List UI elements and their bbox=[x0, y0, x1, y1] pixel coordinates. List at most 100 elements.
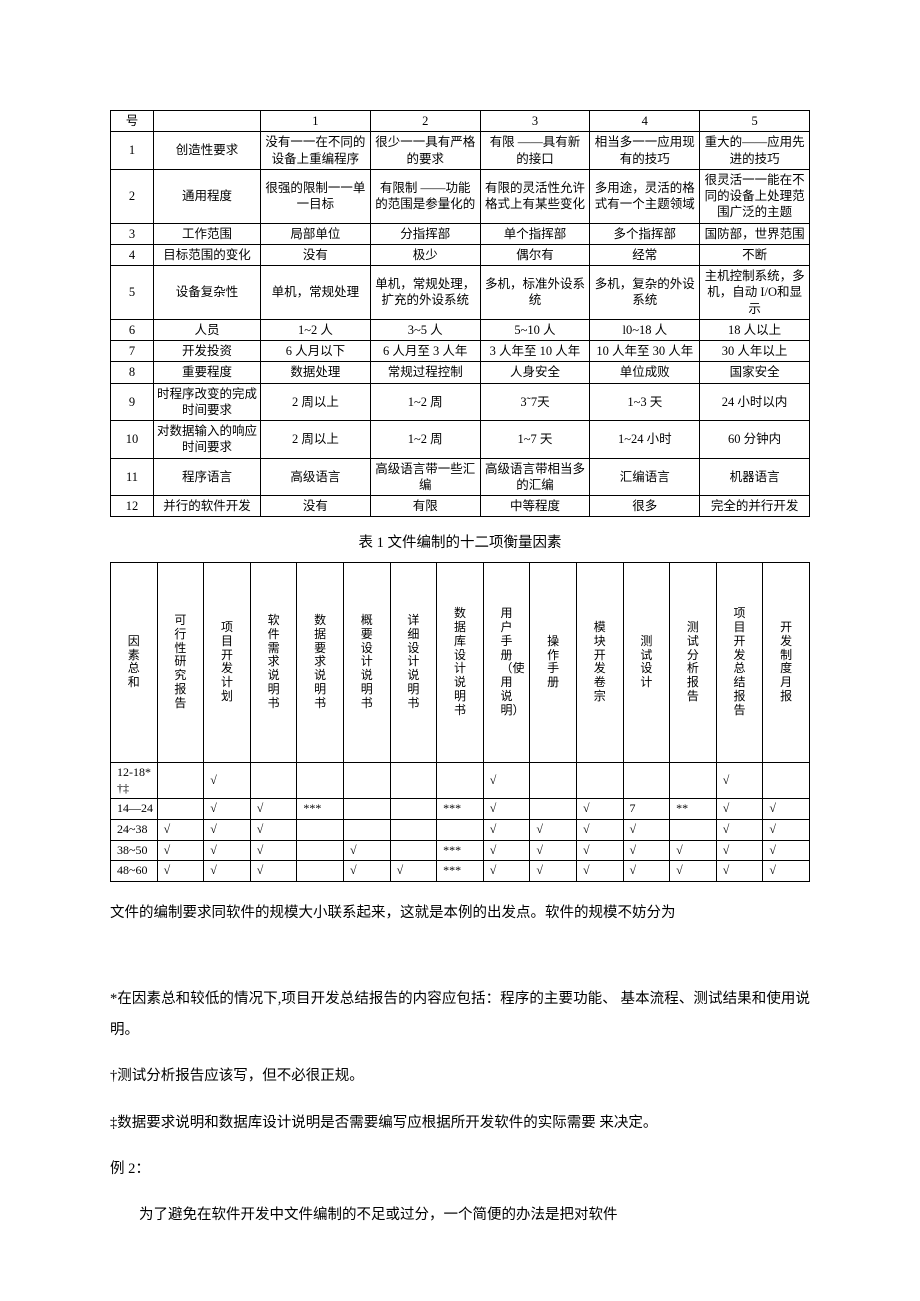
table-header-row: 号 1 2 3 4 5 bbox=[111, 111, 810, 132]
cell: 12 bbox=[111, 496, 154, 517]
cell bbox=[343, 763, 390, 799]
cell: √ bbox=[343, 861, 390, 882]
cell: √ bbox=[390, 861, 437, 882]
cell: √ bbox=[716, 840, 763, 861]
cell: √ bbox=[763, 820, 810, 841]
cell: √ bbox=[716, 799, 763, 820]
cell: 很灵活一一能在不同的设备上处理范围广泛的主题 bbox=[700, 169, 810, 223]
cell: 单位成败 bbox=[590, 362, 700, 383]
cell bbox=[390, 840, 437, 861]
cell: 没有一一在不同的设备上重编程序 bbox=[261, 132, 371, 170]
cell: 有限的灵活性允许格式上有某些变化 bbox=[480, 169, 590, 223]
cell: 对数据输入的响应时间要求 bbox=[154, 421, 261, 459]
h-4: 3 bbox=[480, 111, 590, 132]
cell: √ bbox=[763, 861, 810, 882]
cell: 48~60 bbox=[111, 861, 158, 882]
cell: 重大的——应用先进的技巧 bbox=[700, 132, 810, 170]
cell: l0~18 人 bbox=[590, 319, 700, 340]
cell: 6 bbox=[111, 319, 154, 340]
col-header: 模块开发卷宗 bbox=[576, 563, 623, 763]
cell: 多个指挥部 bbox=[590, 223, 700, 244]
col-header: 开发制度月报 bbox=[763, 563, 810, 763]
cell: 高级语言带相当多的汇编 bbox=[480, 458, 590, 496]
cell: 局部单位 bbox=[261, 223, 371, 244]
cell bbox=[530, 763, 577, 799]
cell: 4 bbox=[111, 244, 154, 265]
table-row: 24~38√√√√√√√√√ bbox=[111, 820, 810, 841]
cell: √ bbox=[623, 840, 670, 861]
cell: 3 bbox=[111, 223, 154, 244]
col-header: 测试设计 bbox=[623, 563, 670, 763]
cell: 国防部，世界范围 bbox=[700, 223, 810, 244]
table-row: 4目标范围的变化没有极少偶尔有经常不断 bbox=[111, 244, 810, 265]
cell: √ bbox=[157, 861, 204, 882]
col-header: 测试分析报告 bbox=[670, 563, 717, 763]
cell: √ bbox=[530, 840, 577, 861]
cell: 3~5 人 bbox=[370, 319, 480, 340]
table-row: 7开发投资6 人月以下6 人月至 3 人年3 人年至 10 人年10 人年至 3… bbox=[111, 341, 810, 362]
cell: 创造性要求 bbox=[154, 132, 261, 170]
table1-caption: 表 1 文件编制的十二项衡量因素 bbox=[110, 531, 810, 552]
cell: 分指挥部 bbox=[370, 223, 480, 244]
cell: 1~3 天 bbox=[590, 383, 700, 421]
cell bbox=[297, 861, 344, 882]
cell: 工作范围 bbox=[154, 223, 261, 244]
cell: 1 bbox=[111, 132, 154, 170]
cell: 国家安全 bbox=[700, 362, 810, 383]
cell: 数据处理 bbox=[261, 362, 371, 383]
paragraph-6: 为了避免在软件开发中文件编制的不足或过分，一个简便的办法是把对软件 bbox=[110, 1200, 810, 1230]
cell: √ bbox=[483, 861, 530, 882]
table-documents: 因素总和可行性研究报告项目开发计划软件需求说明书数据要求说明书概要设计说明书详细… bbox=[110, 562, 810, 882]
cell bbox=[390, 763, 437, 799]
h-6: 5 bbox=[700, 111, 810, 132]
paragraph-5: 例 2： bbox=[110, 1154, 810, 1184]
cell: 60 分钟内 bbox=[700, 421, 810, 459]
cell: √ bbox=[763, 799, 810, 820]
cell: √ bbox=[483, 799, 530, 820]
cell: 相当多一一应用现有的技巧 bbox=[590, 132, 700, 170]
cell bbox=[670, 820, 717, 841]
cell bbox=[297, 840, 344, 861]
cell: 没有 bbox=[261, 496, 371, 517]
cell: 目标范围的变化 bbox=[154, 244, 261, 265]
cell: √ bbox=[204, 861, 251, 882]
cell bbox=[670, 763, 717, 799]
table-row: 5设备复杂性单机，常规处理单机，常规处理，扩充的外设系统多机，标准外设系统多机，… bbox=[111, 266, 810, 320]
cell: ** bbox=[670, 799, 717, 820]
cell: √ bbox=[716, 763, 763, 799]
cell: 中等程度 bbox=[480, 496, 590, 517]
cell: 人身安全 bbox=[480, 362, 590, 383]
col-header: 用户手册（使用说明） bbox=[483, 563, 530, 763]
cell: 6 人月以下 bbox=[261, 341, 371, 362]
col-header: 操作手册 bbox=[530, 563, 577, 763]
cell: 偶尔有 bbox=[480, 244, 590, 265]
cell: 有限 ——具有新的接口 bbox=[480, 132, 590, 170]
cell: √ bbox=[576, 799, 623, 820]
cell: √ bbox=[157, 840, 204, 861]
cell: 有限 bbox=[370, 496, 480, 517]
cell: 很多 bbox=[590, 496, 700, 517]
cell: *** bbox=[437, 840, 484, 861]
cell: 11 bbox=[111, 458, 154, 496]
paragraph-2: *在因素总和较低的情况下,项目开发总结报告的内容应包括：程序的主要功能、 基本流… bbox=[110, 984, 810, 1045]
cell: 38~50 bbox=[111, 840, 158, 861]
cell: √ bbox=[483, 820, 530, 841]
cell bbox=[297, 820, 344, 841]
cell: 并行的软件开发 bbox=[154, 496, 261, 517]
cell: 程序语言 bbox=[154, 458, 261, 496]
cell: √ bbox=[576, 820, 623, 841]
cell bbox=[437, 763, 484, 799]
table-row: 10对数据输入的响应时间要求2 周以上1~2 周1~7 天1~24 小时60 分… bbox=[111, 421, 810, 459]
table-row: 2通用程度很强的限制一一单一目标有限制 ——功能的范围是参量化的有限的灵活性允许… bbox=[111, 169, 810, 223]
cell bbox=[623, 763, 670, 799]
table2-header-row: 因素总和可行性研究报告项目开发计划软件需求说明书数据要求说明书概要设计说明书详细… bbox=[111, 563, 810, 763]
cell: √ bbox=[204, 799, 251, 820]
cell: 1~7 天 bbox=[480, 421, 590, 459]
cell: 12-18*†‡ bbox=[111, 763, 158, 799]
cell bbox=[297, 763, 344, 799]
cell: 9 bbox=[111, 383, 154, 421]
col-header: 因素总和 bbox=[111, 563, 158, 763]
cell bbox=[157, 799, 204, 820]
cell: √ bbox=[250, 820, 297, 841]
cell: √ bbox=[716, 861, 763, 882]
